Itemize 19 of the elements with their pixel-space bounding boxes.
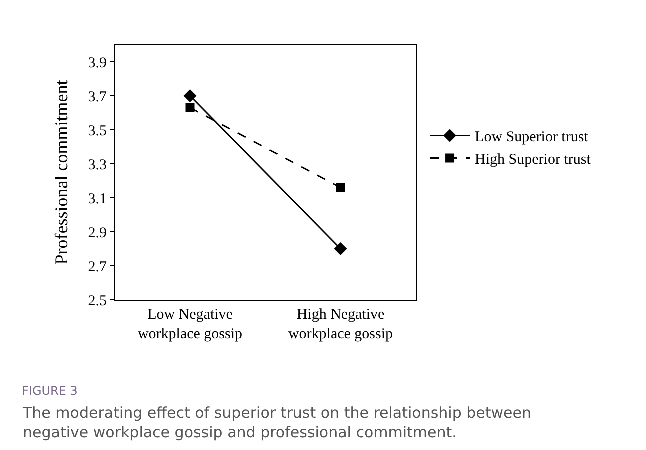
y-tick-label: 2.9 xyxy=(88,225,107,242)
text: FIGURE 3 xyxy=(22,384,78,398)
y-tick-label: 3.5 xyxy=(88,123,107,140)
y-tick-label: 2.7 xyxy=(88,259,108,276)
point xyxy=(336,183,346,192)
point xyxy=(334,242,348,256)
y-tick-label: 3.9 xyxy=(88,55,107,72)
x-tick-label: High Negative workplace gossip xyxy=(288,307,394,342)
y-axis-title: Professional commitment xyxy=(51,80,72,265)
y-tick-label: 3.1 xyxy=(88,191,107,208)
legend-label: High Superior trust xyxy=(475,152,592,168)
y-tick-label: 2.5 xyxy=(88,293,107,310)
point xyxy=(186,103,195,112)
point xyxy=(184,90,197,102)
y-tick-label: 3.3 xyxy=(88,157,107,174)
x-tick-label: Low Negative workplace gossip xyxy=(138,307,243,342)
y-tick-label: 3.7 xyxy=(88,89,108,106)
legend-label: Low Superior trust xyxy=(475,130,590,146)
text: The moderating effect of superior trust on the relationship between negative workplace gossip and professional commitment. xyxy=(22,404,532,442)
